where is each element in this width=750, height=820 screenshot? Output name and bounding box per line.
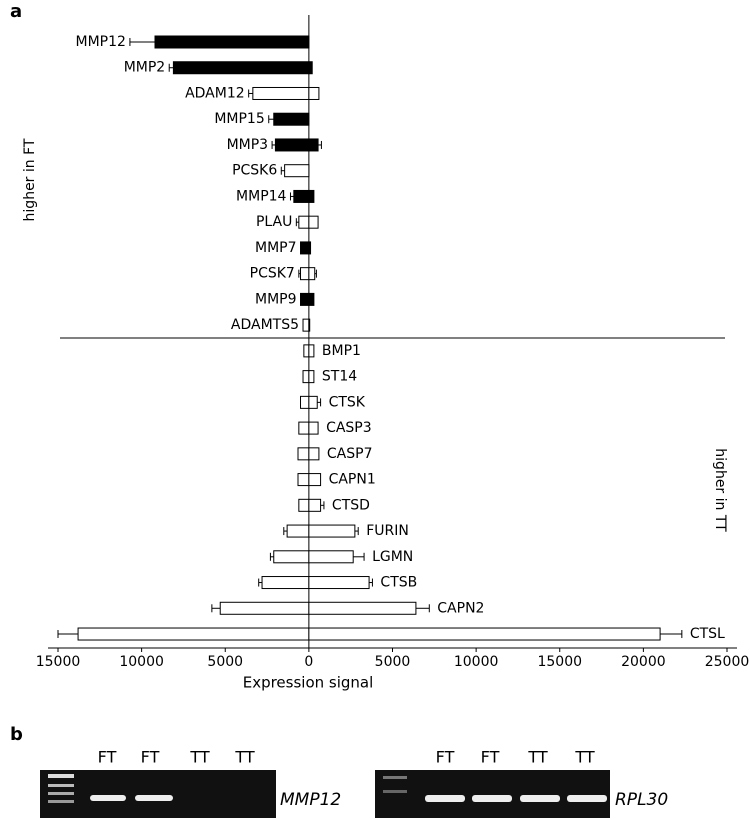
category-label: LGMN — [372, 549, 413, 565]
lane-label: TT — [189, 748, 209, 767]
bar-right — [308, 344, 315, 358]
category-label: ADAMTS5 — [231, 317, 299, 333]
category-label: MMP9 — [255, 291, 297, 307]
x-tick-label: 0 — [304, 654, 313, 670]
bar-left — [300, 267, 310, 281]
gel — [40, 770, 610, 818]
bar-left — [300, 292, 310, 306]
lane-label: FT — [481, 748, 500, 767]
bar-right — [308, 627, 661, 641]
bar-right — [308, 601, 417, 615]
bar-right — [308, 395, 318, 409]
x-tick-label: 10000 — [119, 654, 164, 670]
category-label: CTSL — [690, 626, 725, 642]
bar-left — [219, 601, 310, 615]
x-tick-label: 25000 — [705, 654, 750, 670]
gene-label: MMP12 — [280, 790, 341, 810]
bar-right — [308, 267, 316, 281]
category-label: MMP2 — [124, 60, 166, 76]
group-label: higher in TT — [712, 448, 728, 532]
bar-left — [300, 395, 310, 409]
bar-left — [298, 215, 310, 229]
panel-label: a — [10, 1, 22, 22]
lane-label: FT — [98, 748, 117, 767]
bar-right — [308, 524, 356, 538]
category-label: FURIN — [366, 523, 409, 539]
category-label: CAPN2 — [437, 600, 484, 616]
group-label: higher in FT — [22, 138, 38, 221]
bar-left — [298, 421, 310, 435]
category-label: MMP15 — [214, 111, 264, 127]
bar-left — [293, 189, 310, 203]
lane-label: FT — [141, 748, 160, 767]
category-label: MMP3 — [227, 137, 269, 153]
bar-left — [261, 576, 310, 590]
x-tick-label: 10000 — [454, 654, 499, 670]
lane-label: TT — [527, 748, 547, 767]
bar-right — [308, 292, 315, 306]
bar-left — [300, 241, 310, 255]
bar-right — [308, 370, 315, 384]
bar-left — [273, 112, 310, 126]
category-label: CTSB — [380, 575, 417, 591]
bar-left — [298, 498, 310, 512]
category-label: CASP3 — [326, 420, 372, 436]
bar-right — [308, 241, 312, 255]
x-tick-label: 20000 — [621, 654, 666, 670]
category-label: PCSK7 — [250, 266, 295, 282]
bar-left — [252, 86, 310, 100]
x-tick-label: 5000 — [375, 654, 411, 670]
category-label: ST14 — [322, 369, 357, 385]
category-label: CTSK — [329, 394, 366, 410]
bar-left — [297, 473, 310, 487]
lane-label: TT — [234, 748, 254, 767]
category-label: CAPN1 — [329, 472, 376, 488]
bar-right — [308, 86, 320, 100]
category-label: PLAU — [256, 214, 292, 230]
x-tick-label: 5000 — [207, 654, 243, 670]
category-label: MMP12 — [75, 34, 125, 50]
category-label: MMP14 — [236, 188, 287, 204]
bar-left — [172, 61, 310, 75]
lane-label: TT — [574, 748, 594, 767]
x-tick-label: 15000 — [36, 654, 81, 670]
category-label: PCSK6 — [232, 163, 277, 179]
bar-left — [297, 447, 310, 461]
bar-right — [308, 473, 322, 487]
gene-label: RPL30 — [615, 790, 668, 810]
bar-left — [274, 138, 310, 152]
bar-left — [303, 344, 310, 358]
bar-right — [308, 61, 313, 75]
bar-left — [273, 550, 310, 564]
bar-right — [308, 498, 322, 512]
category-label: CASP7 — [327, 446, 373, 462]
category-label: BMP1 — [322, 343, 361, 359]
bar-right — [308, 215, 319, 229]
bar-left — [284, 164, 310, 178]
bar-right — [308, 447, 320, 461]
bar-right — [308, 421, 319, 435]
bar-left — [286, 524, 310, 538]
x-axis-label: Expression signal — [243, 674, 374, 692]
panel-label: b — [10, 724, 23, 745]
category-label: CTSD — [332, 497, 370, 513]
category-label: MMP7 — [255, 240, 297, 256]
bar-left — [154, 35, 310, 49]
bar-left — [302, 318, 310, 332]
x-tick-label: 15000 — [537, 654, 582, 670]
bar-right — [308, 189, 315, 203]
bar-left — [77, 627, 310, 641]
bar-left — [302, 370, 310, 384]
category-label: ADAM12 — [185, 85, 245, 101]
bar-right — [308, 550, 354, 564]
bar-right — [308, 318, 311, 332]
bar-right — [308, 576, 370, 590]
bar-right — [308, 138, 319, 152]
lane-label: FT — [436, 748, 455, 767]
